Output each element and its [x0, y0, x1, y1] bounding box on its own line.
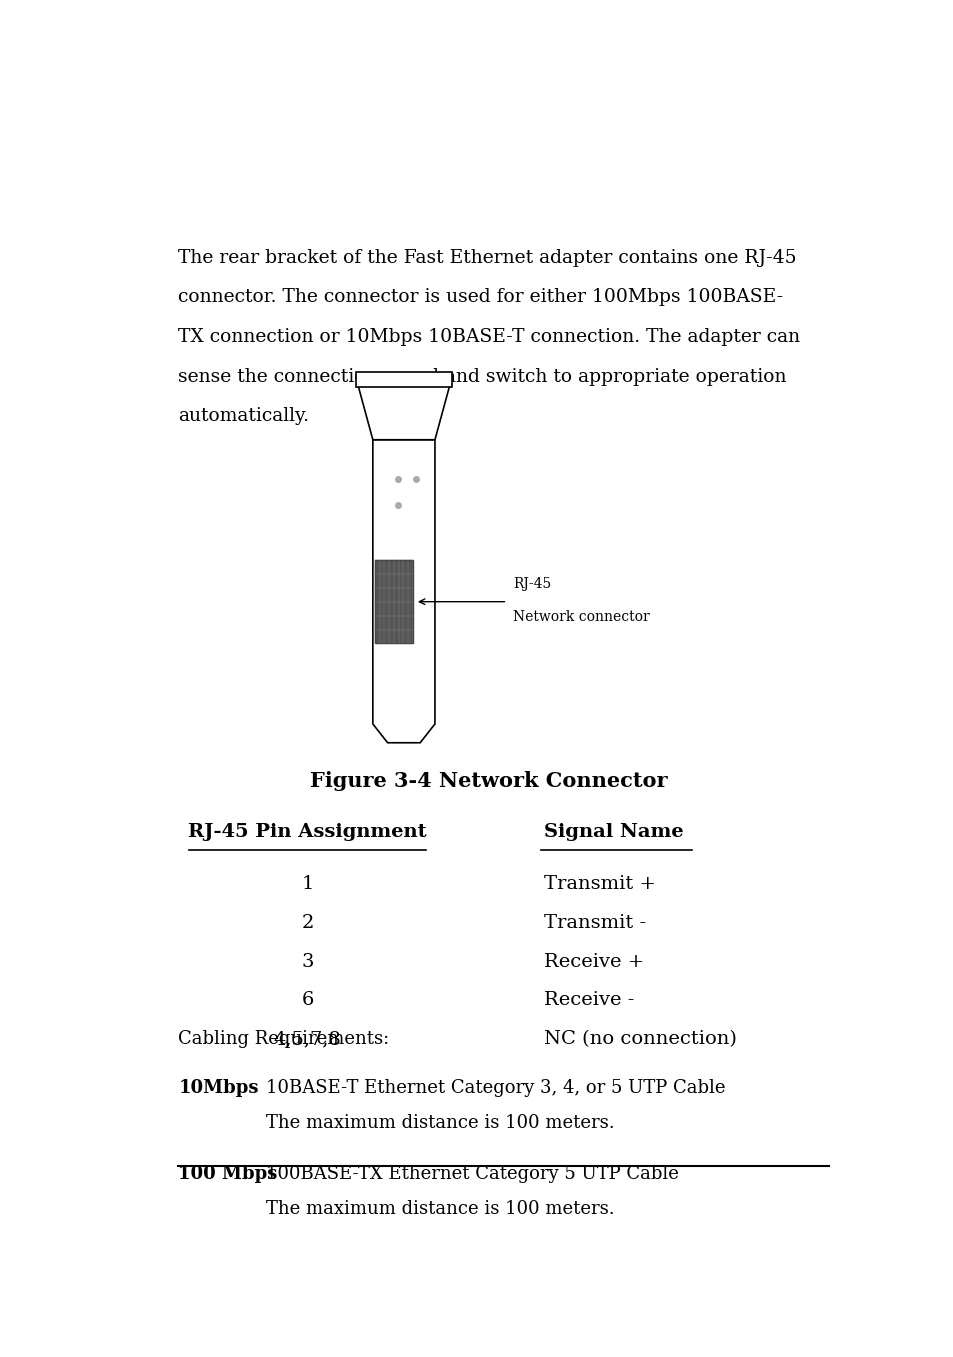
Text: The maximum distance is 100 meters.: The maximum distance is 100 meters.: [265, 1114, 614, 1132]
Text: Receive -: Receive -: [544, 992, 634, 1010]
Text: 10Mbps: 10Mbps: [178, 1079, 258, 1098]
Text: sense the connection speed and switch to appropriate operation: sense the connection speed and switch to…: [178, 368, 786, 385]
Text: Transmit -: Transmit -: [544, 915, 646, 932]
Text: 100 Mbps: 100 Mbps: [178, 1166, 277, 1183]
Polygon shape: [373, 440, 435, 742]
Text: connector. The connector is used for either 100Mbps 100BASE-: connector. The connector is used for eit…: [178, 288, 782, 307]
Polygon shape: [357, 385, 449, 440]
Text: 6: 6: [301, 992, 314, 1010]
Text: 10BASE-T Ethernet Category 3, 4, or 5 UTP Cable: 10BASE-T Ethernet Category 3, 4, or 5 UT…: [265, 1079, 724, 1098]
Text: 3: 3: [301, 953, 314, 970]
Text: The maximum distance is 100 meters.: The maximum distance is 100 meters.: [265, 1200, 614, 1217]
Text: The rear bracket of the Fast Ethernet adapter contains one RJ-45: The rear bracket of the Fast Ethernet ad…: [178, 248, 796, 266]
Text: automatically.: automatically.: [178, 407, 309, 425]
Text: Cabling Requirements:: Cabling Requirements:: [178, 1030, 389, 1048]
Text: Figure 3-4 Network Connector: Figure 3-4 Network Connector: [310, 771, 667, 791]
Text: Receive +: Receive +: [544, 953, 644, 970]
Text: Network connector: Network connector: [513, 611, 649, 624]
Polygon shape: [375, 560, 413, 643]
Text: Transmit +: Transmit +: [544, 875, 656, 893]
Text: TX connection or 10Mbps 10BASE-T connection. The adapter can: TX connection or 10Mbps 10BASE-T connect…: [178, 328, 800, 346]
Text: RJ-45: RJ-45: [513, 577, 551, 592]
Text: 1: 1: [301, 875, 314, 893]
Text: RJ-45 Pin Assignment: RJ-45 Pin Assignment: [189, 824, 427, 841]
Text: Signal Name: Signal Name: [544, 824, 683, 841]
Text: 2: 2: [301, 915, 314, 932]
Text: 100BASE-TX Ethernet Category 5 UTP Cable: 100BASE-TX Ethernet Category 5 UTP Cable: [265, 1166, 678, 1183]
Polygon shape: [355, 372, 452, 388]
Text: 4,5,7,8: 4,5,7,8: [274, 1030, 341, 1048]
Text: NC (no connection): NC (no connection): [544, 1030, 737, 1048]
